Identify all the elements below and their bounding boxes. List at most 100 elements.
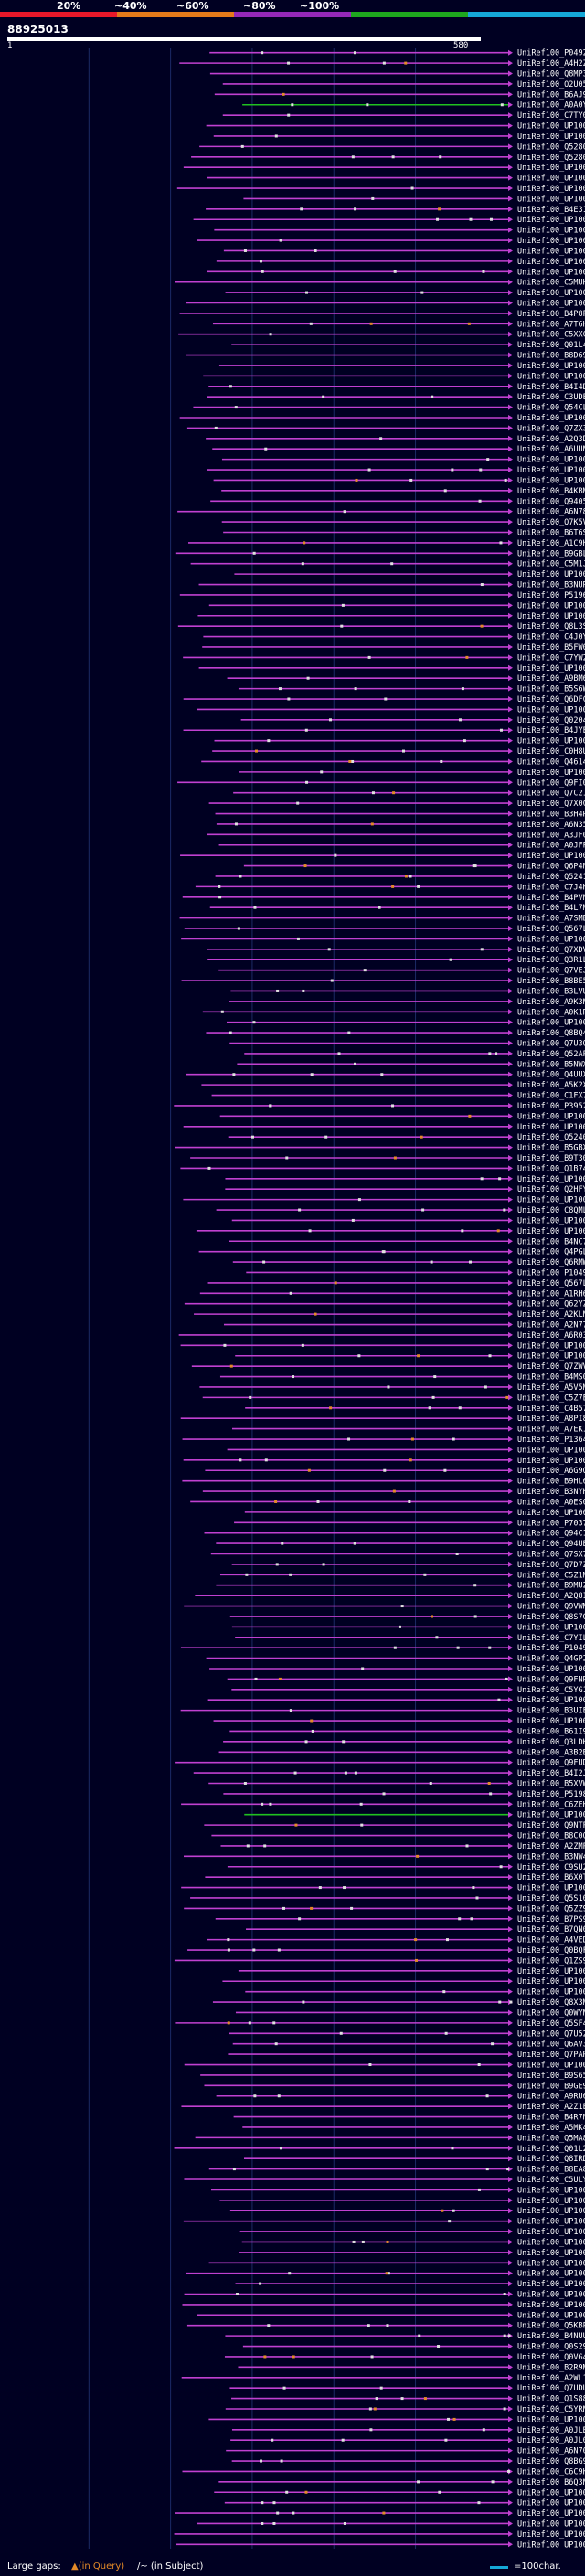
hit-id-label[interactable]: UniRef100_Q46149 [517, 758, 585, 767]
hit-id-label[interactable]: UniRef100_B3LVU4 [517, 987, 585, 996]
hit-id-label[interactable]: UniRef100_UP1000.. [517, 2238, 585, 2247]
hit-id-label[interactable]: UniRef100_UP1000.. [517, 2530, 585, 2539]
hit-id-label[interactable]: UniRef100_B6T6S9 [517, 528, 585, 537]
hit-id-label[interactable]: UniRef100_Q4UUX3 [517, 1071, 585, 1080]
hit-id-label[interactable]: UniRef100_Q9FUD5 [517, 1759, 585, 1768]
hit-id-label[interactable]: UniRef100_UP1000.. [517, 1112, 585, 1121]
hit-id-label[interactable]: UniRef100_Q94C18 [517, 1530, 585, 1539]
hit-id-label[interactable]: UniRef100_Q52412 [517, 873, 585, 882]
hit-id-label[interactable]: UniRef100_Q7PAR0 [517, 2051, 585, 2060]
hit-id-label[interactable]: UniRef100_UP1000.. [517, 2488, 585, 2497]
hit-id-label[interactable]: UniRef100_A0A0Y4 [517, 101, 585, 111]
hit-id-label[interactable]: UniRef100_C1FX77 [517, 1092, 585, 1101]
hit-id-label[interactable]: UniRef100_A5V5M7 [517, 1383, 585, 1393]
hit-id-label[interactable]: UniRef100_Q8MP30 [517, 70, 585, 80]
hit-id-label[interactable]: UniRef100_UP1000.. [517, 216, 585, 225]
hit-id-label[interactable]: UniRef100_A5MK47 [517, 2124, 585, 2133]
hit-id-label[interactable]: UniRef100_Q3R1L4 [517, 956, 585, 965]
hit-id-label[interactable]: UniRef100_C5Z1M8 [517, 1571, 585, 1580]
hit-id-label[interactable]: UniRef100_Q567L5 [517, 925, 585, 934]
hit-id-label[interactable]: UniRef100_UP1000.. [517, 2062, 585, 2071]
hit-id-label[interactable]: UniRef100_B61I94 [517, 1727, 585, 1736]
hit-id-label[interactable]: UniRef100_B4MS01 [517, 1373, 585, 1383]
hit-id-label[interactable]: UniRef100_UP1000.. [517, 2270, 585, 2279]
hit-id-label[interactable]: UniRef100_UP1000.. [517, 1509, 585, 1518]
hit-id-label[interactable]: UniRef100_UP1000.. [517, 195, 585, 204]
hit-id-label[interactable]: UniRef100_B3NYH7 [517, 1488, 585, 1497]
hit-id-label[interactable]: UniRef100_Q567L7 [517, 1279, 585, 1288]
hit-id-label[interactable]: UniRef100_UP1000.. [517, 476, 585, 485]
hit-id-label[interactable]: UniRef100_Q52AP5 [517, 1050, 585, 1059]
hit-id-label[interactable]: UniRef100_Q9NTP3 [517, 1821, 585, 1830]
hit-id-label[interactable]: UniRef100_B8EA89 [517, 2166, 585, 2175]
hit-id-label[interactable]: UniRef100_C7TY05 [517, 111, 585, 121]
hit-id-label[interactable]: UniRef100_A6UUN8 [517, 445, 585, 454]
hit-id-label[interactable]: UniRef100_UP1000.. [517, 2228, 585, 2237]
hit-id-label[interactable]: UniRef100_Q7U527 [517, 2030, 585, 2039]
hit-id-label[interactable]: UniRef100_P70370 [517, 1519, 585, 1528]
hit-id-label[interactable]: UniRef100_A6N787 [517, 508, 585, 517]
hit-id-label[interactable]: UniRef100_A3JF05 [517, 831, 585, 840]
hit-id-label[interactable]: UniRef100_B5GBX2 [517, 1144, 585, 1153]
hit-id-label[interactable]: UniRef100_UP1000.. [517, 466, 585, 475]
hit-id-label[interactable]: UniRef100_UP1000.. [517, 1977, 585, 1987]
hit-id-label[interactable]: UniRef100_UP1000.. [517, 164, 585, 173]
hit-id-label[interactable]: UniRef100_A2Z1E5 [517, 2103, 585, 2112]
hit-id-label[interactable]: UniRef100_A3B2B6 [517, 1748, 585, 1757]
hit-id-label[interactable]: UniRef100_A7T6H4 [517, 320, 585, 329]
hit-id-label[interactable]: UniRef100_B4JYE9 [517, 726, 585, 736]
hit-id-label[interactable]: UniRef100_Q52804 [517, 154, 585, 163]
hit-id-label[interactable]: UniRef100_Q0S293 [517, 2343, 585, 2352]
hit-id-label[interactable]: UniRef100_C4J0Y0 [517, 633, 585, 642]
hit-id-label[interactable]: UniRef100_B9T304 [517, 1154, 585, 1163]
hit-id-label[interactable]: UniRef100_UP1000.. [517, 2197, 585, 2206]
hit-id-label[interactable]: UniRef100_UP1000.. [517, 1665, 585, 1674]
hit-id-label[interactable]: UniRef100_O2U056 [517, 80, 585, 90]
hit-id-label[interactable]: UniRef100_UP1000.. [517, 570, 585, 579]
hit-id-label[interactable]: UniRef100_UP1000.. [517, 1811, 585, 1820]
hit-id-label[interactable]: UniRef100_Q01L24 [517, 2145, 585, 2154]
hit-id-label[interactable]: UniRef100_UP1000.. [517, 268, 585, 277]
hit-id-label[interactable]: UniRef100_Q01L42 [517, 341, 585, 350]
hit-id-label[interactable]: UniRef100_Q8IRD6 [517, 2155, 585, 2164]
hit-id-label[interactable]: UniRef100_UP1000.. [517, 852, 585, 861]
hit-id-label[interactable]: UniRef100_Q7VEJ9 [517, 967, 585, 976]
hit-id-label[interactable]: UniRef100_Q7X0C3 [517, 800, 585, 809]
hit-id-label[interactable]: UniRef100_UP1000.. [517, 2540, 585, 2549]
hit-id-label[interactable]: UniRef100_Q94056 [517, 497, 585, 506]
hit-id-label[interactable]: UniRef100_B4I4D3 [517, 383, 585, 392]
hit-id-label[interactable]: UniRef100_B7QN02 [517, 1925, 585, 1935]
hit-id-label[interactable]: UniRef100_B9GBL7 [517, 549, 585, 558]
hit-id-label[interactable]: UniRef100_Q2HFY5 [517, 1185, 585, 1194]
hit-id-label[interactable]: UniRef100_Q52804-2 [517, 143, 585, 152]
hit-id-label[interactable]: UniRef100_UP1000.. [517, 1196, 585, 1205]
hit-id-label[interactable]: UniRef100_A0ES00 [517, 1498, 585, 1507]
hit-id-label[interactable]: UniRef100_UP1000.. [517, 1341, 585, 1351]
hit-id-label[interactable]: UniRef100_Q5MA88 [517, 2134, 585, 2143]
hit-id-label[interactable]: UniRef100_B4NUU5 [517, 2332, 585, 2341]
hit-id-label[interactable]: UniRef100_C5YRN1 [517, 2405, 585, 2414]
hit-id-label[interactable]: UniRef100_Q5ZZ95 [517, 1904, 585, 1913]
hit-id-label[interactable]: UniRef100_B5NWX2 [517, 1060, 585, 1069]
hit-id-label[interactable]: UniRef100_UP1000.. [517, 2509, 585, 2518]
hit-id-label[interactable]: UniRef100_UP1000.. [517, 2499, 585, 2508]
hit-id-label[interactable]: UniRef100_C5MUK0 [517, 279, 585, 288]
hit-id-label[interactable]: UniRef100_B4E312 [517, 206, 585, 215]
hit-id-label[interactable]: UniRef100_C5YG12 [517, 1686, 585, 1695]
hit-id-label[interactable]: UniRef100_A9K3N8 [517, 998, 585, 1007]
hit-id-label[interactable]: UniRef100_Q9VWM4 [517, 1603, 585, 1612]
hit-id-label[interactable]: UniRef100_C0H8U7 [517, 747, 585, 757]
hit-id-label[interactable]: UniRef100_UP1000.. [517, 414, 585, 423]
hit-id-label[interactable]: UniRef100_UP1000.. [517, 935, 585, 944]
hit-id-label[interactable]: UniRef100_UP1000.. [517, 247, 585, 256]
hit-id-label[interactable]: UniRef100_UP1000.. [517, 2290, 585, 2299]
hit-id-label[interactable]: UniRef100_Q0WYN8 [517, 2009, 585, 2018]
hit-id-label[interactable]: UniRef100_Q52408 [517, 1133, 585, 1142]
hit-id-label[interactable]: UniRef100_UP1000.. [517, 122, 585, 132]
hit-id-label[interactable]: UniRef100_Q9FNR1 [517, 1675, 585, 1684]
hit-id-label[interactable]: UniRef100_A9BM63 [517, 674, 585, 684]
hit-id-label[interactable]: UniRef100_A6R037 [517, 1331, 585, 1341]
hit-id-label[interactable]: UniRef100_B7PS99 [517, 1915, 585, 1924]
hit-id-label[interactable]: UniRef100_B8C0Q9 [517, 1832, 585, 1841]
hit-id-label[interactable]: UniRef100_UP1000.. [517, 1884, 585, 1893]
